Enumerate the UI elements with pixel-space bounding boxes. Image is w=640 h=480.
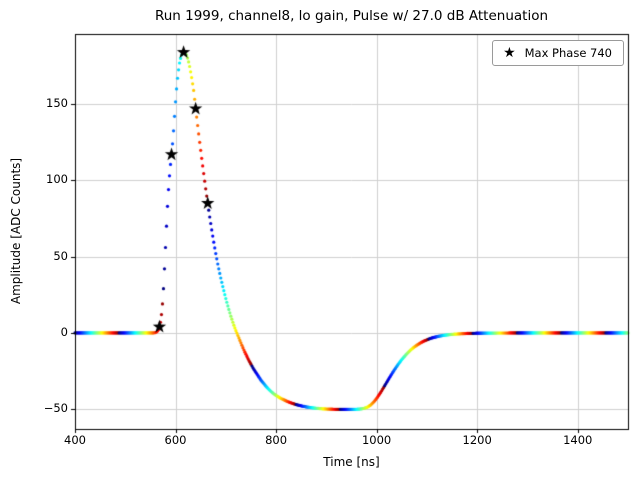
x-tick-label: 1400: [563, 433, 593, 447]
chart-title: Run 1999, channel8, lo gain, Pulse w/ 27…: [154, 8, 549, 24]
legend: ★ Max Phase 740: [492, 40, 624, 66]
x-axis-label: Time [ns]: [323, 455, 380, 469]
star-icon: ★: [503, 45, 516, 61]
x-tick-label: 400: [64, 433, 86, 447]
x-tick-label: 600: [164, 433, 187, 447]
x-tick-label: 800: [265, 433, 288, 447]
legend-label: Max Phase 740: [524, 46, 612, 60]
y-tick-label: −50: [43, 401, 68, 416]
y-tick-label: 100: [46, 172, 68, 187]
y-tick-label: 0: [60, 324, 68, 339]
x-tick-label: 1000: [361, 433, 392, 447]
y-tick-label: 150: [46, 96, 68, 111]
x-tick-label: 1200: [462, 433, 492, 447]
y-tick-label: 50: [53, 248, 68, 263]
